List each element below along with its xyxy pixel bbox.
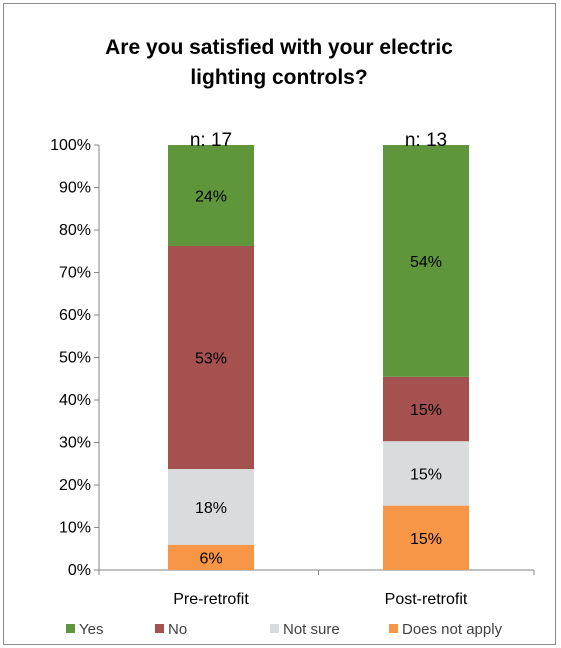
y-tick-label: 40%	[59, 392, 91, 409]
y-tick-label: 60%	[59, 307, 91, 324]
chart-frame: Are you satisfied with your electric lig…	[3, 3, 556, 645]
data-label: 15%	[410, 402, 442, 419]
chart-svg: Are you satisfied with your electric lig…	[50, 36, 535, 638]
chart-title-line-2: lighting controls?	[190, 66, 367, 89]
bar-segment	[383, 441, 469, 506]
bar-segment	[383, 376, 469, 442]
y-tick-label: 30%	[59, 435, 91, 452]
x-category-label: Post-retrofit	[385, 591, 468, 608]
y-tick-label: 50%	[59, 350, 91, 367]
data-label: 6%	[199, 550, 222, 567]
legend-swatch	[389, 624, 398, 633]
y-tick-label: 0%	[68, 562, 91, 579]
bar-segment	[383, 145, 469, 377]
legend-item-label: Yes	[79, 621, 103, 638]
legend-swatch	[270, 624, 279, 633]
legend: Yes No Not sure Does not apply	[66, 621, 503, 638]
data-label: 18%	[195, 500, 227, 517]
y-tick-label: 70%	[59, 265, 91, 282]
bar-segment	[168, 469, 254, 545]
data-label: 15%	[410, 531, 442, 548]
data-label: 54%	[410, 254, 442, 271]
legend-swatch	[155, 624, 164, 633]
legend-item-label: Does not apply	[402, 621, 503, 638]
y-tick-label: 100%	[50, 137, 91, 154]
legend-item-label: No	[168, 621, 187, 638]
bar-segment	[168, 544, 254, 570]
x-category-label: Pre-retrofit	[173, 591, 249, 608]
sample-size-label: n: 13	[405, 130, 447, 151]
legend-swatch	[66, 624, 75, 633]
data-label: 24%	[195, 188, 227, 205]
bar-segment	[383, 505, 469, 570]
data-label: 53%	[195, 351, 227, 368]
y-tick-label: 10%	[59, 520, 91, 537]
bar-segment	[168, 245, 254, 470]
chart-title-line-1: Are you satisfied with your electric	[105, 36, 453, 59]
legend-item-label: Not sure	[283, 621, 340, 638]
bar-segment	[168, 145, 254, 246]
y-tick-label: 90%	[59, 180, 91, 197]
y-tick-label: 80%	[59, 222, 91, 239]
y-tick-label: 20%	[59, 477, 91, 494]
sample-size-label: n: 17	[190, 130, 232, 151]
plot-area: 0% 10% 20% 30% 40% 50% 60% 70% 80% 90% 100% 6% 18% 53…	[50, 130, 535, 608]
data-label: 15%	[410, 466, 442, 483]
